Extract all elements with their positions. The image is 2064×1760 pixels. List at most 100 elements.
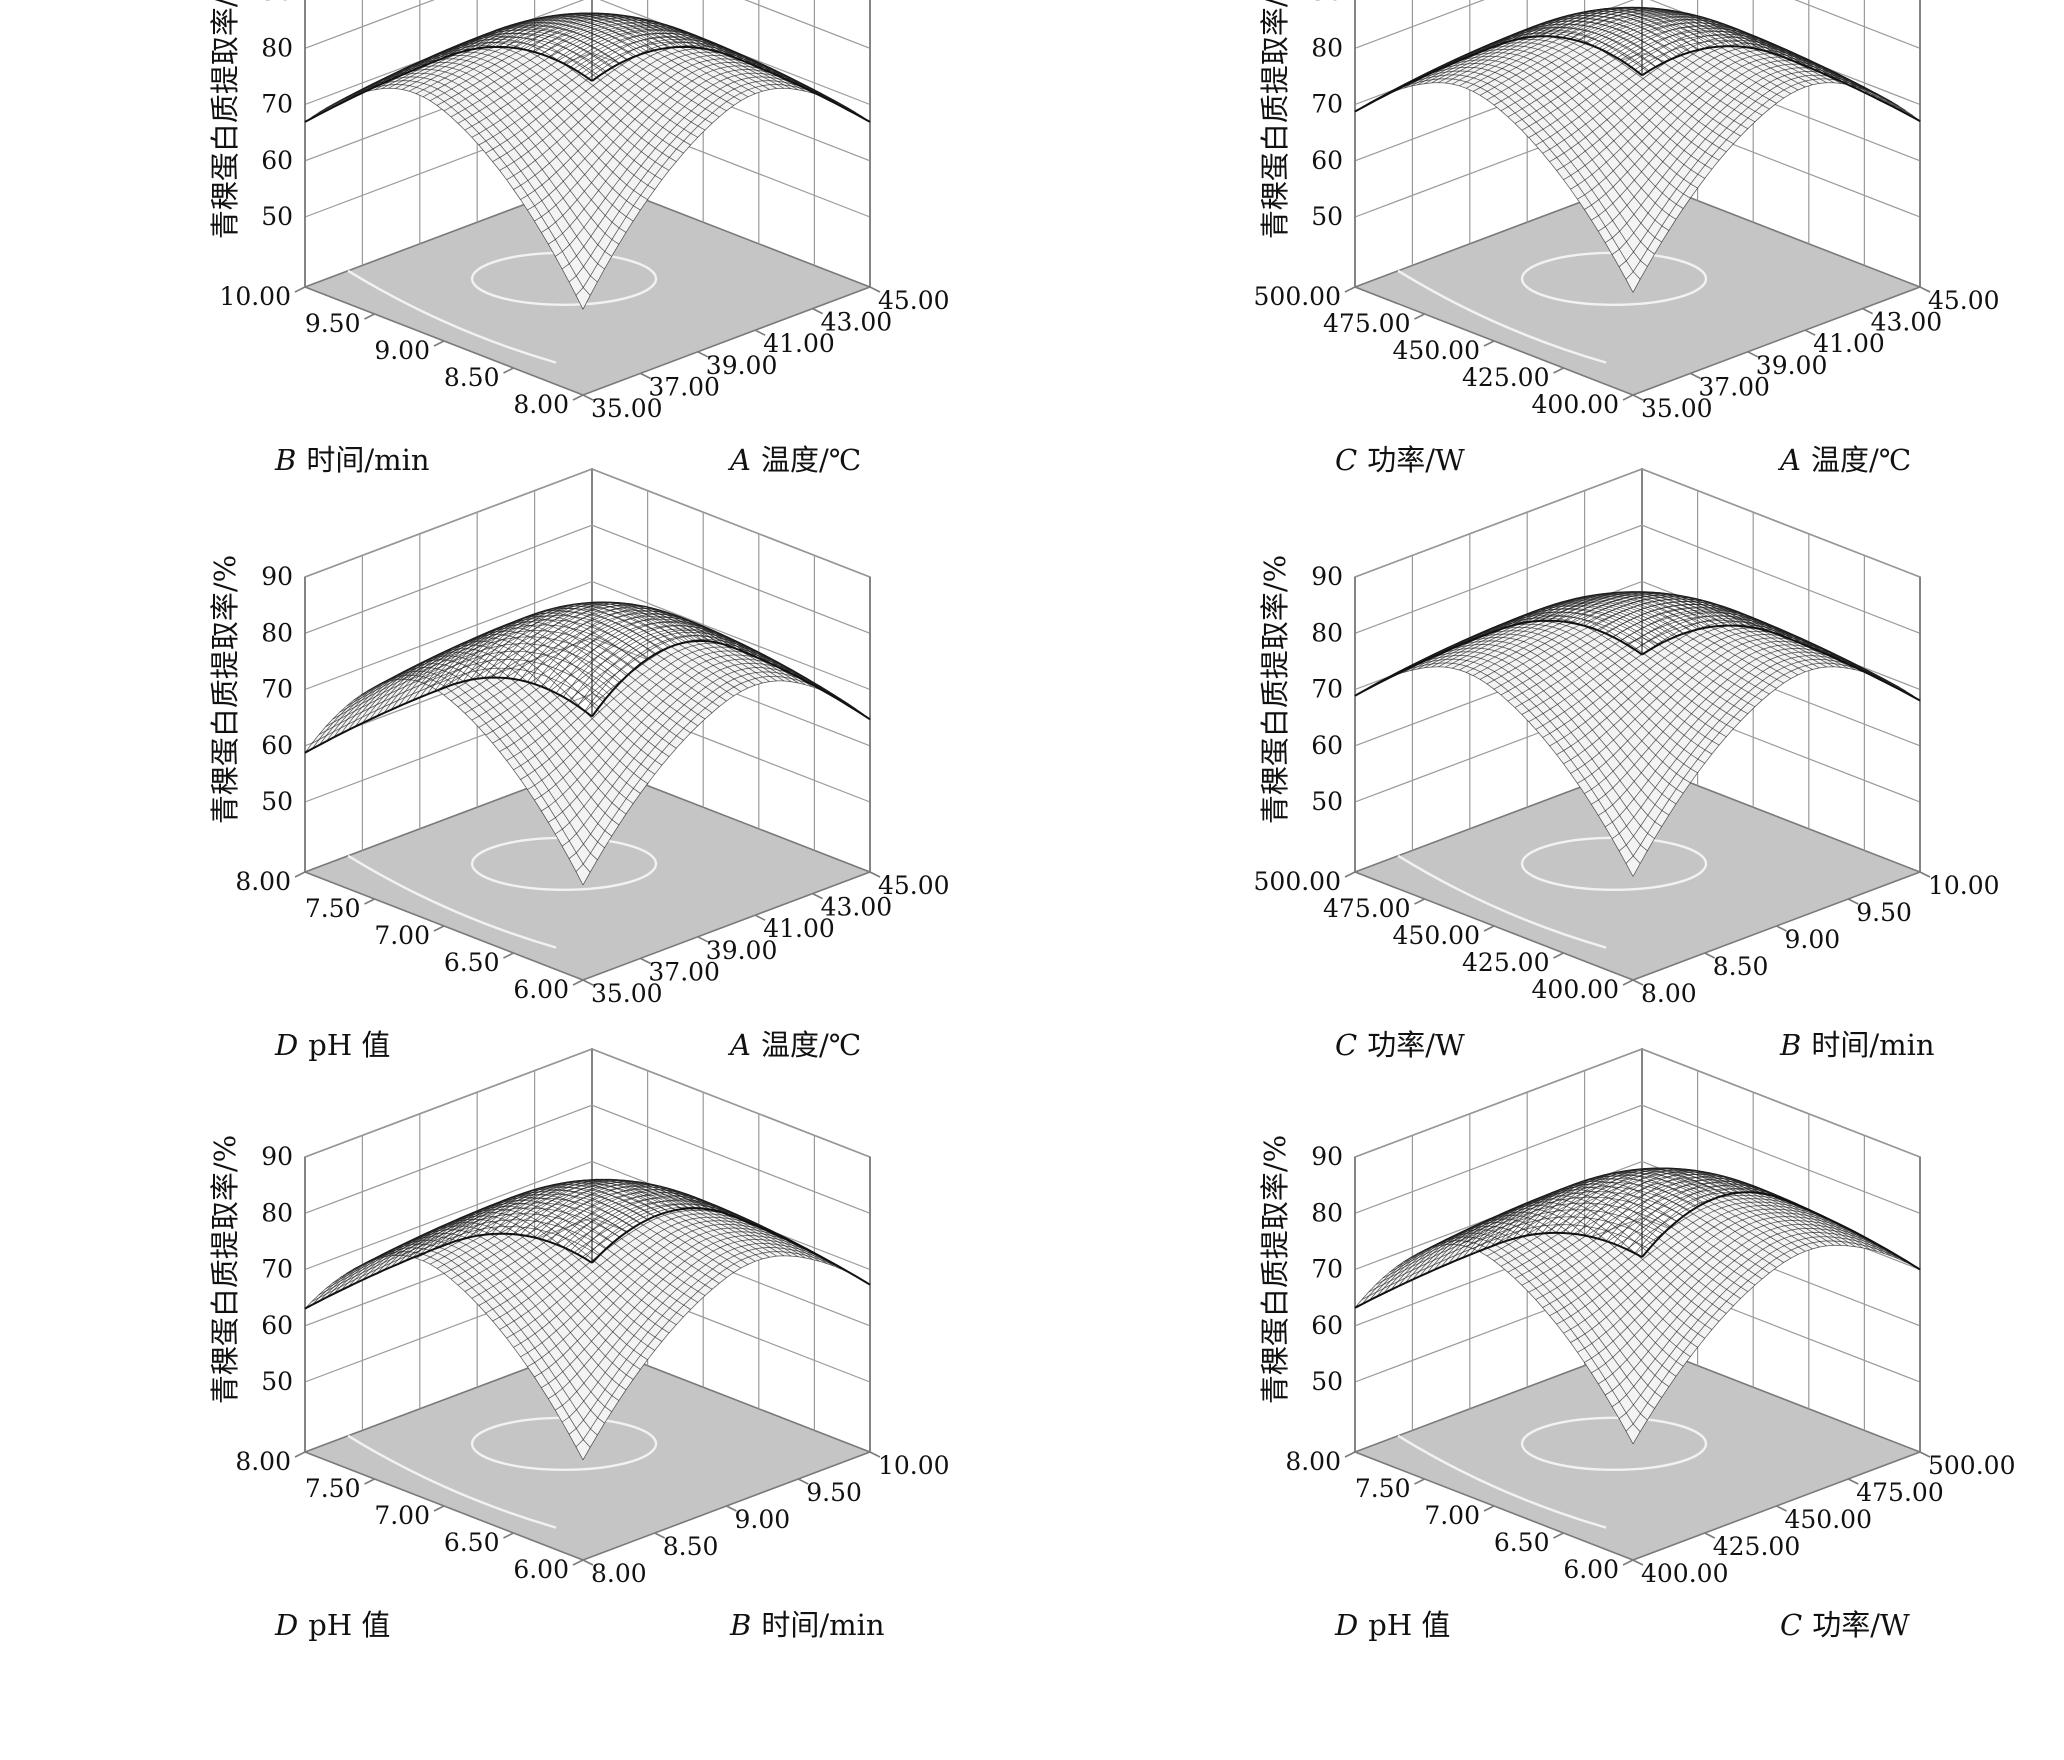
- z-tick-label: 60: [261, 146, 293, 175]
- right-axis-tick-label: 9.50: [806, 1478, 862, 1507]
- left-axis-tick: [1553, 367, 1564, 374]
- right-axis-tick: [654, 1532, 666, 1539]
- left-axis-tick-label: 425.00: [1462, 363, 1549, 392]
- surface-far-edge: [1641, 45, 1921, 122]
- mesh-line: [347, 655, 627, 815]
- left-axis-tick-label: 475.00: [1323, 894, 1410, 923]
- mesh-line: [1433, 42, 1713, 170]
- z-gridline: [1354, 52, 1921, 162]
- right-axis-tick: [1847, 1478, 1859, 1485]
- z-tick-label: 90: [1311, 562, 1343, 591]
- surface-far-edge: [1641, 1191, 1921, 1271]
- left-axis-name: 功率/W: [1367, 443, 1465, 477]
- mesh-line: [1534, 7, 1813, 86]
- mesh-line: [354, 1229, 634, 1380]
- mesh-line: [369, 1222, 648, 1361]
- mesh-line: [326, 667, 605, 849]
- mesh-line: [1433, 1204, 1713, 1330]
- mesh-line: [462, 1184, 742, 1269]
- z-tick-label: 60: [1311, 1311, 1343, 1340]
- right-axis-tick: [726, 1505, 737, 1512]
- left-axis-title: B 时间/min: [274, 443, 430, 477]
- mesh-line: [1512, 1173, 1792, 1259]
- mesh-line: [1369, 1236, 1648, 1421]
- left-axis-tick: [572, 394, 584, 401]
- right-axis-title: B 时间/min: [1779, 1028, 1935, 1062]
- mesh-line: [304, 678, 584, 886]
- right-axis-tick-label: 39.00: [706, 351, 778, 380]
- right-axis-tick-label: 475.00: [1856, 1478, 1943, 1507]
- right-axis-tick-label: 450.00: [1785, 1505, 1872, 1534]
- z-tick-label: 50: [261, 787, 293, 816]
- z-tick-label: 90: [261, 0, 293, 6]
- left-axis-tick: [433, 925, 445, 932]
- right-axis-tick-label: 43.00: [821, 893, 893, 922]
- surface-far-edge: [591, 639, 871, 721]
- z-tick-label: 90: [1311, 0, 1343, 6]
- right-axis-variable: A: [1777, 443, 1801, 477]
- right-axis-tick-label: 400.00: [1641, 1559, 1728, 1588]
- response-surface-mesh: [1354, 1167, 1921, 1445]
- mesh-line: [440, 612, 720, 707]
- left-axis-tick: [1553, 952, 1564, 959]
- left-axis-tick: [1344, 871, 1356, 878]
- surface-far-edge: [1354, 1231, 1643, 1309]
- left-axis-tick: [1483, 925, 1495, 932]
- left-axis-tick: [294, 871, 306, 878]
- z-tick-label: 90: [261, 1142, 293, 1171]
- right-axis-tick-label: 9.00: [1785, 925, 1841, 954]
- mesh-line: [455, 1186, 734, 1273]
- surface-far-edge: [1641, 624, 1921, 702]
- mesh-line: [419, 621, 699, 727]
- mesh-line: [311, 674, 591, 873]
- right-axis-tick: [1919, 286, 1931, 293]
- left-axis-tick: [1622, 979, 1634, 986]
- z-tick-label: 70: [261, 1255, 293, 1284]
- left-axis-tick: [503, 1532, 514, 1539]
- z-tick-label: 60: [1311, 146, 1343, 175]
- left-axis-tick-label: 8.00: [513, 390, 569, 419]
- mesh-line: [498, 1178, 777, 1257]
- left-axis-name: 功率/W: [1367, 1028, 1465, 1062]
- right-axis-tick: [754, 329, 766, 336]
- mesh-line: [577, 36, 856, 113]
- z-gridline: [1354, 524, 1921, 634]
- response-surface-mesh: [304, 601, 871, 886]
- left-axis-tick-label: 9.50: [305, 309, 361, 338]
- left-axis-tick-label: 7.00: [374, 1501, 430, 1530]
- right-axis-tick-label: 45.00: [878, 871, 950, 900]
- right-axis-tick-label: 37.00: [1698, 372, 1770, 401]
- mesh-line: [1376, 1232, 1655, 1409]
- z-axis-label: 青稞蛋白质提取率/%: [208, 555, 242, 824]
- right-axis-tick-label: 35.00: [591, 979, 663, 1008]
- mesh-line: [333, 1240, 612, 1413]
- left-axis-tick-label: 450.00: [1393, 336, 1480, 365]
- right-axis-tick: [1919, 1451, 1931, 1458]
- left-axis-tick: [1414, 1478, 1425, 1485]
- mesh-line: [1526, 1170, 1806, 1252]
- left-axis-tick-label: 400.00: [1532, 975, 1619, 1004]
- surface-plot-middle-left: 90 80 70 60 50 青稞蛋白质提取率/% 8.00 7.50 7.00 6.50 6.00…: [208, 467, 950, 1062]
- z-tick-label: 80: [1311, 618, 1343, 647]
- right-axis-tick-label: 37.00: [648, 372, 720, 401]
- right-axis-tick: [869, 286, 881, 293]
- z-tick-label: 50: [261, 1367, 293, 1396]
- response-surface-fill: [305, 640, 870, 885]
- mesh-line: [448, 21, 727, 112]
- right-axis-variable: B: [1779, 1028, 1801, 1062]
- surface-plot-bottom-left: 90 80 70 60 50 青稞蛋白质提取率/% 8.00 7.50 7.00 6.50 6.00…: [208, 1047, 950, 1642]
- left-axis-tick-label: 500.00: [1254, 867, 1341, 896]
- right-axis-tick-label: 425.00: [1713, 1532, 1800, 1561]
- mesh-line: [347, 1232, 627, 1391]
- mesh-line: [362, 1225, 641, 1370]
- mesh-line: [584, 41, 863, 118]
- right-axis-tick: [754, 914, 766, 921]
- left-axis-tick-label: 7.50: [1355, 1474, 1411, 1503]
- z-gridline: [1354, 637, 1921, 747]
- left-axis-tick-label: 400.00: [1532, 390, 1619, 419]
- right-axis-tick: [1704, 952, 1716, 959]
